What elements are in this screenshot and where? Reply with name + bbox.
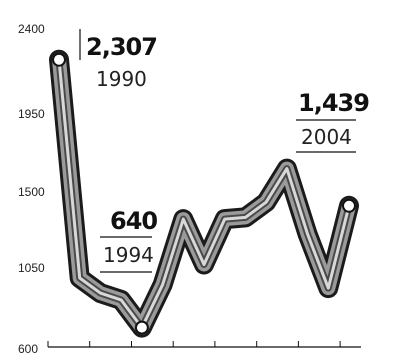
annotation-1994: 640 1994	[100, 207, 158, 273]
annotation-2004-value: 1,439	[298, 89, 369, 117]
annotation-1990-year: 1990	[96, 67, 147, 91]
data-point-2004	[342, 198, 356, 213]
series-line	[49, 49, 359, 338]
annotation-2004: 1,439 2004	[296, 89, 370, 153]
series-line-stroke-4	[57, 58, 351, 330]
data-points	[52, 52, 356, 335]
data-point-1990	[52, 52, 66, 67]
y-tick-label-1500: 1500	[18, 185, 45, 199]
annotation-1990: 2,307 1990	[79, 29, 158, 91]
annotation-2004-year: 2004	[301, 125, 352, 149]
data-point-1994	[134, 320, 149, 335]
annotation-1990-value: 2,307	[86, 33, 157, 61]
y-tick-label-2400: 2400	[18, 22, 45, 36]
y-tick-label-600: 600	[18, 342, 38, 356]
x-axis-ticks	[47, 341, 341, 347]
y-tick-label-1050: 1050	[18, 261, 45, 275]
annotation-1994-year: 1994	[103, 243, 154, 267]
y-tick-label-1950: 1950	[18, 107, 45, 121]
y-axis: 2400 1950 1500 1050 600	[18, 22, 45, 356]
annotation-1994-value: 640	[110, 207, 157, 235]
